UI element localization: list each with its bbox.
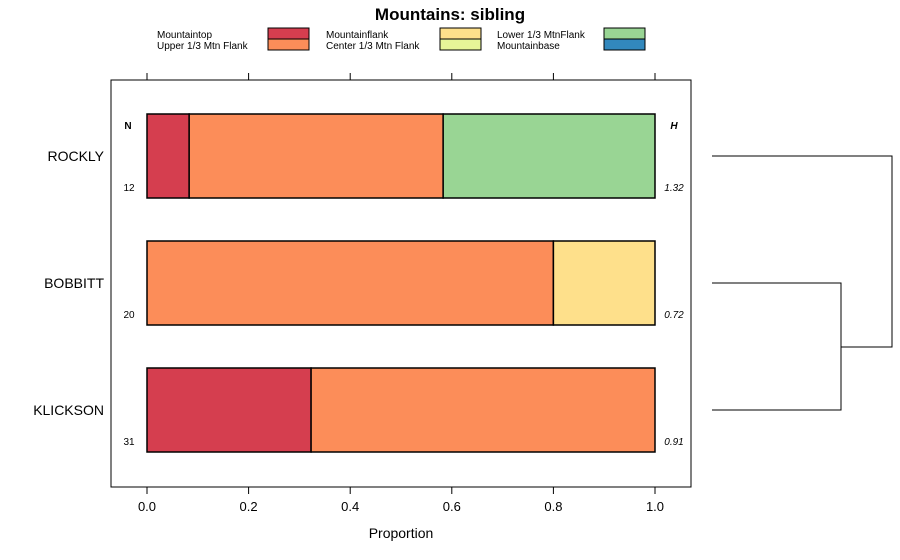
x-tick-label: 0.4 (341, 499, 359, 514)
bar-segment (146, 367, 312, 453)
n-value: 31 (123, 437, 135, 448)
category-label: ROCKLY (47, 148, 104, 164)
category-label: KLICKSON (33, 402, 104, 418)
n-value: 12 (123, 183, 135, 194)
category-label: BOBBITT (44, 275, 104, 291)
n-value: 20 (123, 310, 135, 321)
legend-label: Mountainbase (497, 41, 560, 52)
legend-label: Mountaintop (157, 30, 212, 41)
legend-swatch (439, 38, 482, 51)
x-tick-label: 0.6 (443, 499, 461, 514)
n-header: N (124, 121, 131, 132)
h-header: H (670, 121, 678, 132)
dendrogram-branch (712, 155, 893, 348)
dendrogram (712, 155, 893, 411)
bar-segment (188, 113, 444, 199)
legend-label: Upper 1/3 Mtn Flank (157, 41, 249, 52)
bar-segment (146, 240, 555, 326)
h-value: 0.91 (664, 437, 683, 448)
legend-label: Mountainflank (326, 30, 389, 41)
category-labels: ROCKLY BOBBITT KLICKSON (33, 148, 104, 418)
x-axis: 0.0 0.2 0.4 0.6 0.8 1.0 (138, 73, 664, 514)
plot-frame (110, 79, 692, 488)
bar-segment (146, 113, 190, 199)
dendrogram-branch (712, 282, 842, 411)
annotations: N H 12 1.32 20 0.72 31 0.91 (123, 121, 684, 448)
x-axis-title: Proportion (369, 525, 434, 541)
bar-segment (552, 240, 656, 326)
legend-swatch (603, 27, 646, 40)
x-tick-label: 0.2 (240, 499, 258, 514)
x-tick-label: 1.0 (646, 499, 664, 514)
legend-swatch (267, 27, 310, 40)
x-tick-label: 0.8 (544, 499, 562, 514)
legend-swatch (439, 27, 482, 40)
legend-label: Lower 1/3 MtnFlank (497, 30, 586, 41)
chart-title: Mountains: sibling (375, 5, 525, 24)
legend-swatch (603, 38, 646, 51)
legend-label: Center 1/3 Mtn Flank (326, 41, 420, 52)
h-value: 0.72 (664, 310, 684, 321)
bar-segment (310, 367, 656, 453)
legend-swatch (267, 38, 310, 51)
h-value: 1.32 (664, 183, 684, 194)
x-tick-label: 0.0 (138, 499, 156, 514)
bar-segment (442, 113, 656, 199)
bars (146, 113, 656, 453)
